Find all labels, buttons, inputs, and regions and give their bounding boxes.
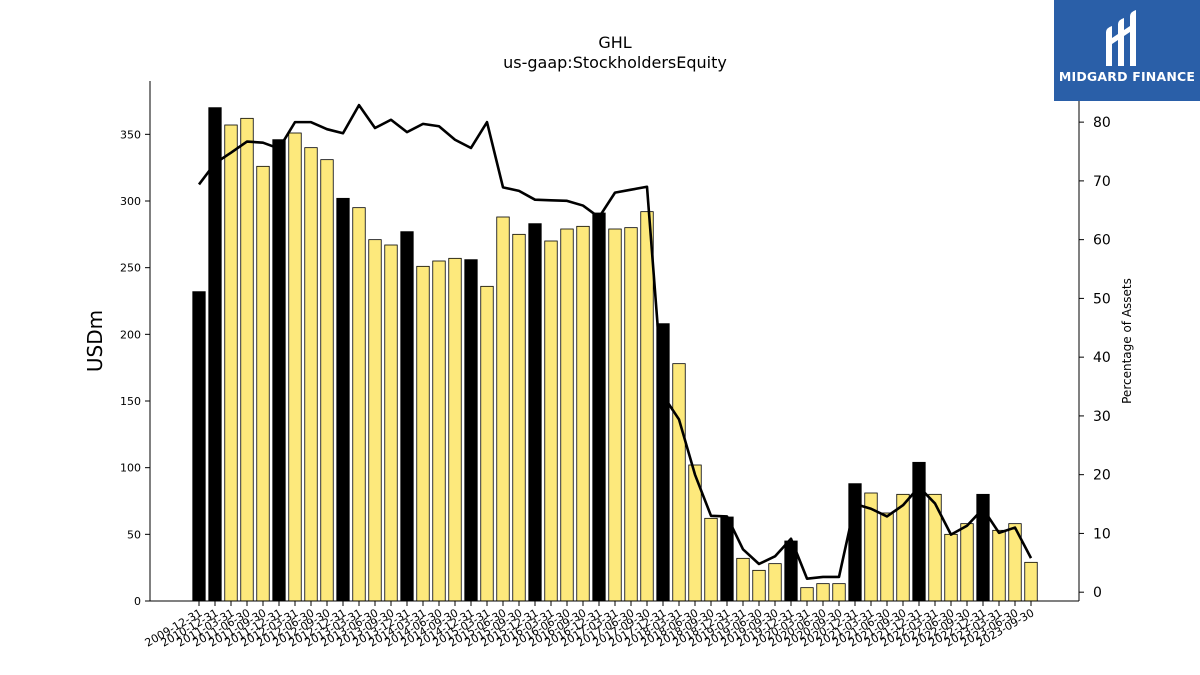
y2-tick-label: 10 [1093, 526, 1111, 542]
bar [672, 363, 686, 602]
y2-tick-label: 0 [1093, 585, 1102, 601]
bar [640, 211, 654, 602]
bar [992, 529, 1006, 602]
y2-tick-label: 30 [1093, 409, 1111, 425]
bar [288, 132, 302, 602]
y-tick-label: 50 [127, 528, 141, 541]
bar [352, 207, 366, 602]
y-tick-label: 200 [120, 328, 141, 341]
bar [432, 260, 446, 602]
bar [880, 512, 894, 602]
bar [576, 225, 590, 602]
bar [704, 517, 718, 602]
y-tick-label: 100 [120, 462, 141, 475]
chart-title: GHL [598, 33, 631, 52]
bar [944, 533, 958, 602]
line-series [197, 103, 1033, 580]
bar [336, 197, 350, 602]
bar [736, 557, 750, 602]
axes: 0501001502002503003500102030405060708020… [120, 81, 1111, 650]
y-tick-label: 250 [120, 262, 141, 275]
y2-tick-label: 40 [1093, 350, 1111, 366]
percentage-line [197, 103, 1033, 580]
bar [1024, 561, 1038, 602]
y2-tick-label: 20 [1093, 468, 1111, 484]
bar [448, 257, 462, 602]
y2-axis-label: Percentage of Assets [1120, 278, 1134, 404]
bar [848, 483, 862, 602]
bar [768, 563, 782, 602]
bar [912, 461, 926, 602]
bar [624, 227, 638, 602]
bar [560, 228, 574, 602]
bar [368, 239, 382, 602]
midgard-finance-logo: MIDGARD FINANCE [1054, 0, 1200, 101]
bar [544, 240, 558, 602]
bar [800, 587, 814, 602]
y2-tick-label: 60 [1093, 233, 1111, 249]
bar-series [192, 107, 1038, 602]
bar [240, 117, 254, 602]
bar [528, 223, 542, 602]
y2-tick-label: 80 [1093, 115, 1111, 131]
bar [384, 244, 398, 602]
logo-text: MIDGARD FINANCE [1058, 69, 1196, 84]
y2-tick-label: 70 [1093, 174, 1111, 190]
bar [896, 493, 910, 602]
bar [192, 291, 206, 602]
bar [416, 265, 430, 602]
bar [656, 323, 670, 602]
bar [496, 216, 510, 602]
chart-subtitle: us-gaap:StockholdersEquity [503, 53, 727, 72]
bar [208, 107, 222, 602]
y-tick-label: 150 [120, 395, 141, 408]
bar [304, 147, 318, 602]
bar [960, 523, 974, 602]
y-tick-label: 350 [120, 128, 141, 141]
bar [480, 285, 494, 602]
midgard-m-logo-icon [1106, 10, 1136, 66]
bar [256, 165, 270, 602]
y-tick-label: 0 [134, 595, 141, 608]
bar [608, 228, 622, 602]
bar [400, 231, 414, 602]
bar [832, 583, 846, 602]
bar [752, 569, 766, 602]
bar [320, 159, 334, 602]
bar [816, 583, 830, 602]
bar [512, 233, 526, 602]
y-tick-label: 300 [120, 195, 141, 208]
bar [592, 212, 606, 602]
y-axis-label: USDm [83, 310, 107, 372]
bar [224, 124, 238, 602]
bar [720, 516, 734, 602]
bar [464, 259, 478, 602]
bar [272, 139, 286, 602]
y2-tick-label: 50 [1093, 291, 1111, 307]
